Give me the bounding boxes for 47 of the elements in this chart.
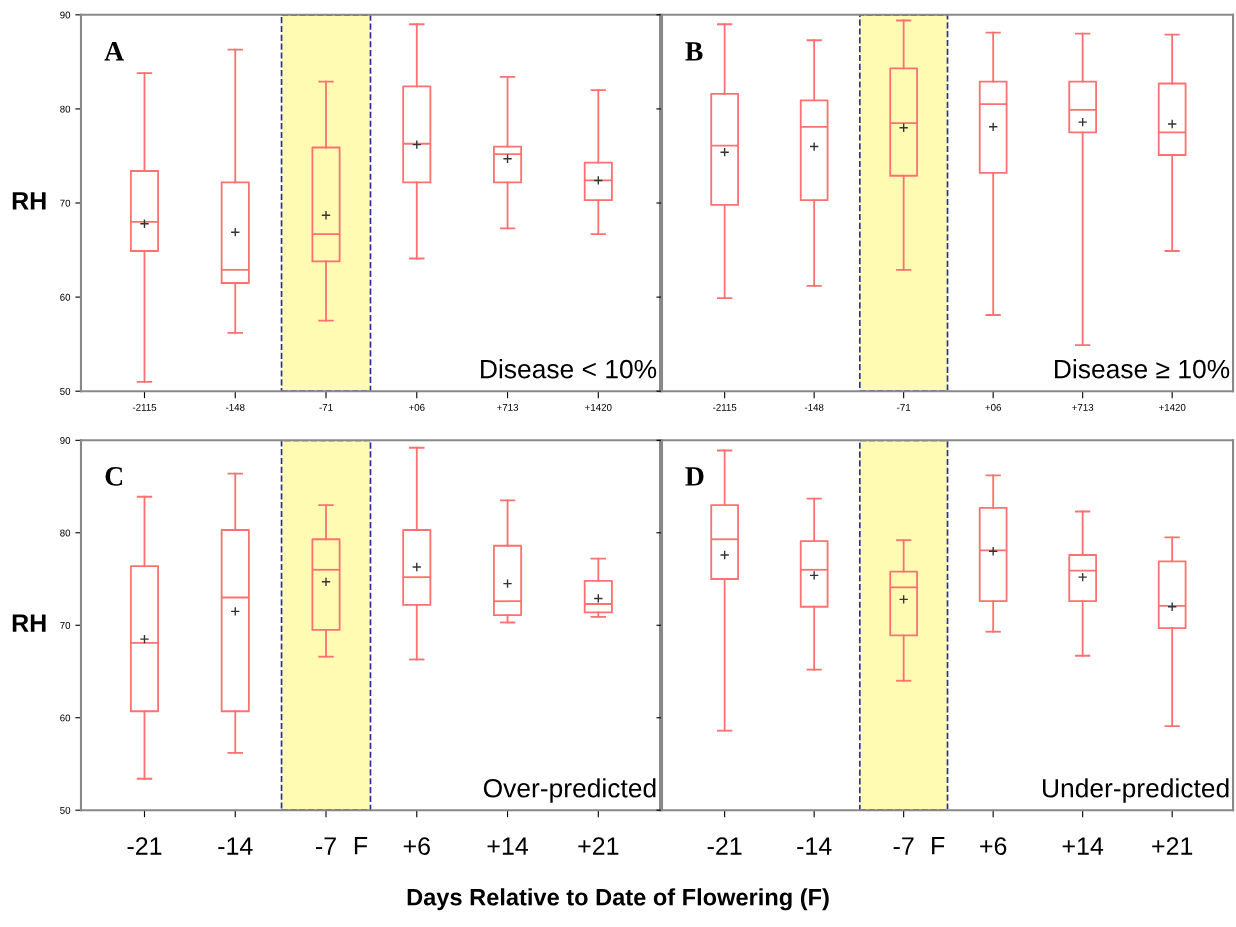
x-tick-label: -148 [225,403,245,411]
text: A [104,42,124,61]
x-tick-label: -2115 [713,403,737,411]
y-tick-label: 80 [60,529,71,537]
y-tick-label: 50 [60,806,71,814]
y-tick-label: 90 [60,11,71,19]
y-tick-label: 50 [60,387,71,395]
x-tick-label: +713 [1072,403,1094,411]
y-tick-label: 60 [60,293,71,301]
x-tick-label: +06 [985,403,1001,411]
y-axis-title: RH [12,192,46,210]
x-tick-label: +14 [487,837,529,855]
x-tick-label: -2115 [132,403,157,411]
y-axis-title: RH [12,614,46,632]
x-tick-label: -14 [797,837,832,855]
y-tick-label: 80 [60,105,71,113]
y-tick-label: 90 [60,437,71,444]
text: Disease ≥ 10% [1055,359,1230,379]
x-tick-label: +6 [403,837,430,855]
text: Under-predicted [1043,778,1229,803]
x-tick-label: -71 [897,404,911,411]
text: F [932,837,945,855]
x-tick-label: +713 [497,403,519,411]
x-tick-label: +06 [409,403,425,411]
x-tick-label: +1420 [1158,403,1186,411]
text: C [105,467,123,486]
x-tick-label: +14 [1062,837,1104,855]
x-tick-label: +21 [1152,837,1193,855]
y-tick-label: 70 [60,199,71,207]
x-tick-label: +21 [578,837,619,855]
text: D [685,467,704,486]
x-tick-label: +6 [980,837,1007,855]
text: Disease < 10% [481,359,657,379]
y-tick-label: 70 [60,622,71,629]
x-tick-label: -7 [316,837,336,855]
x-tick-label: +1420 [585,403,612,411]
text: Over-predicted [483,778,656,803]
text: B [685,42,703,61]
x-tick-label: -14 [218,837,253,855]
x-tick-label: -148 [804,403,824,411]
text: F [354,837,368,855]
x-tick-label: -7 [893,837,914,855]
x-tick-label: -21 [707,837,742,855]
x-tick-label: -21 [127,837,162,855]
x-axis-title: Days Relative to Date of Flowering (F) [407,888,829,911]
x-tick-label: -71 [319,404,333,411]
y-tick-label: 60 [60,714,71,722]
